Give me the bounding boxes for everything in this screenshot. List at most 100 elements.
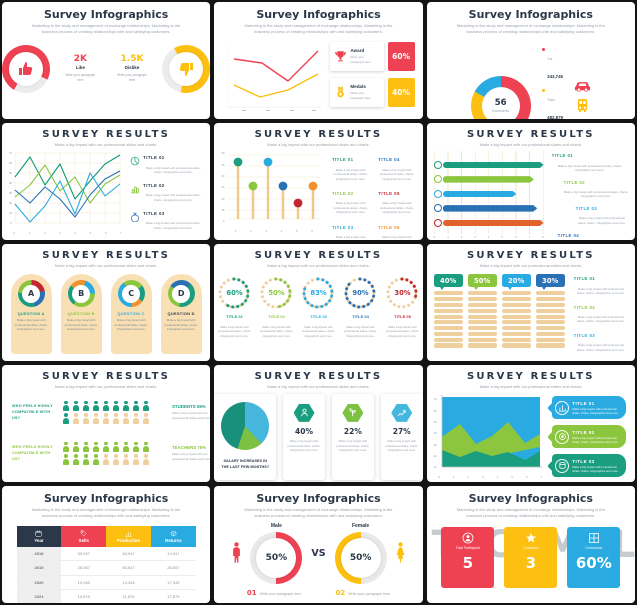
like-stat: 2K Like Write your paragraph here	[59, 54, 102, 83]
bar-chart-icon	[130, 186, 139, 194]
slide-4-line-chart[interactable]: SURVEY RESULTS Make a big impact with ou…	[2, 123, 211, 240]
slide-5-lollipop-chart[interactable]: SURVEY RESULTS Make a big impact with ou…	[214, 123, 423, 240]
dislike-donut	[162, 44, 211, 93]
stat-card: 22% Make a big impact with professional …	[331, 394, 374, 481]
header-returns: Returns	[150, 525, 196, 547]
male-stat: Male 50%	[250, 522, 303, 584]
stat-desc: Make a big impact with professional slid…	[336, 439, 370, 453]
slide-2-awards[interactable]: Survey Infographics Marketing is the stu…	[214, 2, 423, 119]
slide-header: SURVEY RESULTS Make a big impact with ou…	[2, 123, 210, 148]
item-title: TITLE 03	[573, 333, 596, 339]
person-icon	[132, 454, 140, 465]
slide-header: SURVEY RESULTS Make a big impact with ou…	[427, 365, 635, 390]
male-label: Male	[270, 522, 282, 529]
list-item: TITLE 02 Make a big impact with professio…	[130, 183, 204, 206]
ring-percent: 83%	[310, 289, 327, 298]
legend-value: 343,745	[547, 74, 563, 80]
slide-10-pictograms[interactable]: SURVEY RESULTS Make a big impact with ou…	[2, 365, 211, 482]
item-title: TITLE 01	[573, 276, 596, 282]
slide-subtitle: Marketing is the study and management of…	[32, 23, 181, 35]
slide-13-data-table[interactable]: Survey Infographics Marketing is the stu…	[2, 486, 211, 603]
slide-subtitle: Make a big impact with our professional …	[54, 142, 158, 147]
item-desc: Make a big impact with professional slid…	[218, 325, 251, 338]
slide-15-stat-blocks[interactable]: Survey Infographics Marketing is the stu…	[426, 486, 635, 603]
ring-percent: 50%	[268, 289, 285, 298]
item-title: TITLE 03	[310, 314, 327, 320]
slide-header: Survey Infographics Marketing is the stu…	[214, 486, 422, 520]
slide-subtitle: Make a big impact with our professional …	[267, 142, 370, 147]
star-icon	[525, 532, 536, 543]
list-item: TITLE 01 Make a big impact with professio…	[130, 155, 204, 178]
slide-title: Survey Infographics	[256, 492, 381, 505]
stat-card: 27% Make a big impact with professional …	[380, 394, 423, 481]
result-desc: Make a big impact with our professional …	[172, 411, 211, 420]
slide-title: SURVEY RESULTS	[42, 250, 171, 261]
header-year: Year	[16, 525, 62, 547]
note-2: 02 Write your paragraph here	[335, 589, 390, 597]
person-icon	[82, 454, 90, 465]
banner-desc: Make a big impact with professional slid…	[572, 435, 619, 444]
block-label: Conversion	[585, 545, 603, 550]
slide-header: SURVEY RESULTS Make a big impact with ou…	[427, 244, 635, 269]
item-title: TITLE 05	[394, 314, 411, 320]
slide-header: Survey Infographics Marketing is the stu…	[2, 486, 210, 520]
slide-11-salary-pie[interactable]: SURVEY RESULTS Make a big impact with ou…	[214, 365, 423, 482]
multi-line-chart	[14, 153, 121, 224]
bar-row	[433, 175, 544, 184]
legend-item-car: Car 343,745	[541, 47, 563, 83]
item-desc: Make a big impact with professional slid…	[386, 325, 419, 338]
item-title: TITLE 03	[331, 225, 354, 231]
person-icon	[122, 441, 130, 453]
stat-desc: Make a big impact with professional slid…	[385, 439, 419, 453]
item-title: TITLE 01	[551, 153, 574, 159]
slide-9-percent-columns[interactable]: SURVEY RESULTS Make a big impact with ou…	[426, 244, 635, 361]
donut-center-value: 56	[494, 98, 507, 109]
slide-subtitle: Make a big impact with our professional …	[479, 384, 583, 389]
percent-column: 20%	[501, 274, 531, 361]
item-title: TITLE 03	[143, 211, 165, 217]
slide-title: Survey Infographics	[43, 492, 169, 505]
slide-header: SURVEY RESULTS Make a big impact with ou…	[427, 123, 635, 148]
list-item: TITLE 05 Make a big impact with professio…	[378, 191, 415, 219]
donut-ring: A	[17, 280, 45, 308]
money-bag-icon	[130, 212, 139, 223]
tag-icon	[81, 530, 87, 536]
question-title: QUESTION D	[167, 311, 195, 317]
slide-7-question-arches[interactable]: SURVEY RESULTS Make a big impact with ou…	[2, 244, 211, 361]
slide-14-male-vs-female[interactable]: Survey Infographics Marketing is the stu…	[214, 486, 423, 603]
person-icon	[132, 413, 140, 424]
ring-stat: 50% TITLE 02 Make a big impact with prof…	[259, 276, 294, 342]
slide-title: Survey Infographics	[256, 8, 381, 21]
item-title: TITLE 02	[268, 314, 285, 320]
trophy-icon	[335, 51, 347, 62]
item-title: TITLE 04	[557, 232, 580, 238]
bar-row	[433, 218, 544, 227]
slide-1-like-dislike[interactable]: Survey Infographics Marketing is the stu…	[2, 2, 211, 119]
item-desc: Make a big impact with professional slid…	[557, 163, 622, 173]
slide-3-transport-donut[interactable]: Survey Infographics Marketing is the stu…	[426, 2, 635, 119]
note-number: 01	[246, 588, 257, 597]
pictogram-grid	[62, 441, 158, 466]
person-icon	[92, 400, 100, 412]
y-axis: 70 60 50 40 30 20 10	[433, 397, 437, 470]
person-circle-icon	[462, 532, 474, 544]
slide-6-arrow-bars[interactable]: SURVEY RESULTS Make a big impact with ou…	[426, 123, 635, 240]
slide-12-area-chart[interactable]: SURVEY RESULTS Make a big impact with ou…	[426, 365, 635, 482]
banner-title: TITLE 03	[572, 458, 595, 464]
legend-label: Car	[547, 57, 553, 62]
legend-dot	[541, 48, 545, 52]
item-desc: Make a big impact with professional slid…	[145, 193, 201, 202]
medal-icon	[337, 86, 345, 98]
person-icon	[142, 413, 150, 424]
block-label: Total Participant	[455, 545, 480, 550]
slide-8-dotted-rings[interactable]: SURVEY RESULTS Make a big impact with ou…	[214, 244, 423, 361]
banner-desc: Make a big impact with professional slid…	[572, 464, 619, 473]
data-table: Year Sells Production Returns 2018 53,947…	[16, 525, 196, 603]
award-paragraph: Write your paragraph here	[350, 54, 371, 64]
block-label: Champion	[523, 545, 539, 550]
item-desc: Make a big impact with professional slid…	[145, 221, 201, 230]
students-group: WHO FEELS HIGHLY COMPATIBLE WITH US? STU…	[2, 398, 210, 426]
